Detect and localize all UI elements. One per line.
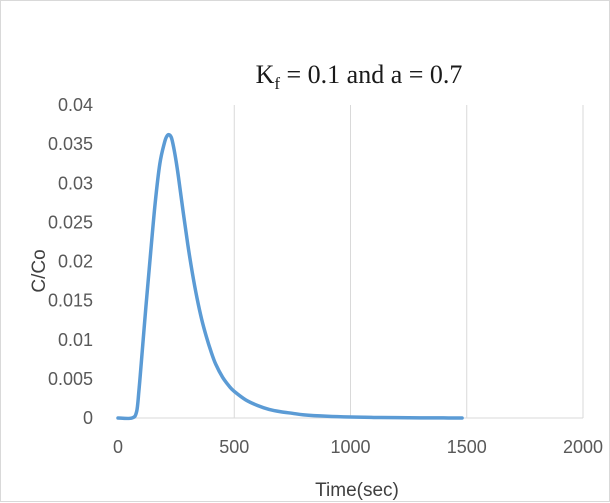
y-tick-label: 0.03 xyxy=(58,173,93,193)
chart-title: Kf = 0.1 and a = 0.7 xyxy=(256,60,463,93)
x-axis-title: Time(sec) xyxy=(315,480,399,501)
x-tick-label: 1500 xyxy=(447,437,487,457)
x-tick-label: 2000 xyxy=(563,437,603,457)
chart-title-prefix: K xyxy=(256,60,275,89)
y-tick-label: 0.005 xyxy=(48,369,93,389)
data-series-group xyxy=(116,132,464,421)
gridlines xyxy=(233,105,584,418)
chart-title-suffix: = 0.1 and a = 0.7 xyxy=(280,60,462,89)
x-tick-label: 0 xyxy=(113,437,123,457)
y-tick-label: 0.015 xyxy=(48,291,93,311)
data-series-line xyxy=(116,132,464,421)
y-axis-title: C/Co xyxy=(29,249,50,292)
y-tick-label: 0.035 xyxy=(48,134,93,154)
y-tick-label: 0.01 xyxy=(58,330,93,350)
y-tick-label: 0.025 xyxy=(48,212,93,232)
chart-title-subscript: f xyxy=(274,74,280,93)
x-tick-label: 1000 xyxy=(330,437,370,457)
y-tick-labels: 0 0.005 0.01 0.015 0.02 0.025 0.03 0.035 0.04 xyxy=(48,95,93,428)
y-tick-label: 0.04 xyxy=(58,95,93,115)
y-tick-label: 0.02 xyxy=(58,252,93,272)
x-tick-label: 500 xyxy=(219,437,249,457)
x-tick-labels: 0 500 1000 1500 2000 xyxy=(113,437,603,457)
y-tick-label: 0 xyxy=(83,408,93,428)
